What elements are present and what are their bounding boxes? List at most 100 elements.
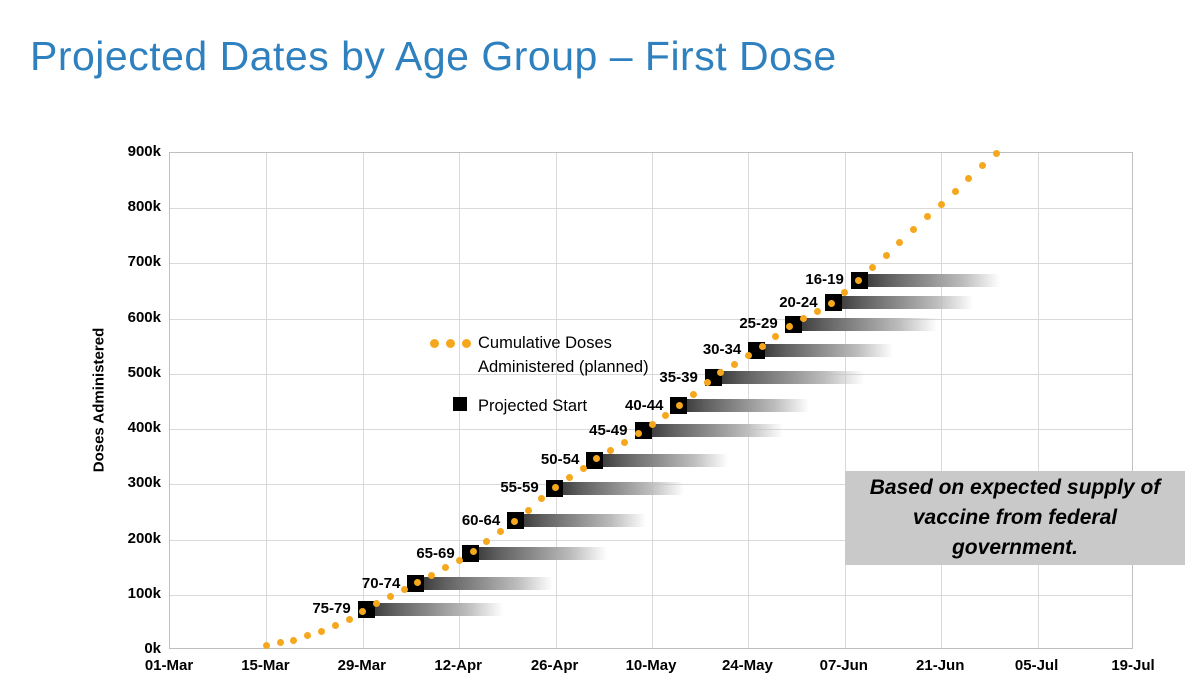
chart-legend: Cumulative Doses Administered (planned) … <box>430 331 658 418</box>
callout-supply-note: Based on expected supply of vaccine from… <box>845 471 1185 565</box>
cumulative-curve-dot <box>662 411 670 419</box>
rollout-duration-bar <box>592 453 729 467</box>
cumulative-curve-dot <box>469 548 477 556</box>
horizontal-gridline <box>170 208 1132 210</box>
cumulative-curve-dot <box>276 639 284 647</box>
cumulative-curve-dot <box>565 474 573 482</box>
rollout-duration-bar <box>552 481 685 495</box>
square-series-icon <box>430 394 478 411</box>
rollout-duration-bar <box>513 514 646 528</box>
age-group-label: 75-79 <box>312 600 351 618</box>
cumulative-curve-dot <box>841 289 849 296</box>
cumulative-curve-dot <box>400 586 408 594</box>
cumulative-curve-dot <box>648 421 656 429</box>
cumulative-curve-dot <box>992 149 1000 157</box>
cumulative-curve-dot <box>979 162 986 170</box>
y-tick-label: 400k <box>127 419 161 437</box>
cumulative-curve-dot <box>813 307 821 315</box>
cumulative-curve-dot <box>304 632 312 640</box>
rollout-duration-bar <box>641 424 784 438</box>
legend-item-cumulative: Cumulative Doses Administered (planned) <box>430 331 658 379</box>
cumulative-curve-dot <box>318 628 325 636</box>
rollout-duration-bar <box>754 343 894 357</box>
cumulative-curve-dot <box>758 342 766 350</box>
cumulative-curve-dot <box>910 226 918 234</box>
cumulative-curve-dot <box>923 213 931 221</box>
age-group-label: 70-74 <box>361 574 401 592</box>
legend-label-cumulative: Cumulative Doses Administered (planned) <box>478 334 649 376</box>
rollout-duration-bar <box>413 577 553 591</box>
cumulative-curve-dot <box>428 571 436 579</box>
cumulative-curve-dot <box>676 401 683 409</box>
cumulative-curve-dot <box>744 351 752 359</box>
rollout-duration-bar <box>857 273 1000 287</box>
y-tick-label: 200k <box>127 529 161 547</box>
rollout-duration-bar <box>364 602 503 616</box>
cumulative-curve-dot <box>524 506 532 514</box>
age-group-label: 50-54 <box>540 451 580 468</box>
vertical-gridline <box>555 153 557 648</box>
cumulative-curve-dot <box>593 455 601 463</box>
x-tick-label: 05-Jul <box>1014 657 1059 674</box>
cumulative-curve-dot <box>359 607 367 615</box>
vertical-gridline <box>362 153 364 648</box>
age-group-label: 25-29 <box>739 315 778 333</box>
age-group-label: 20-24 <box>779 293 818 311</box>
y-tick-label: 300k <box>127 474 161 492</box>
x-tick-label: 15-Mar <box>241 657 290 674</box>
cumulative-curve-dot <box>497 528 504 536</box>
vertical-gridline <box>652 153 653 648</box>
horizontal-gridline <box>170 318 1132 320</box>
age-group-label: 65-69 <box>416 544 455 562</box>
vertical-gridline <box>266 153 268 648</box>
rollout-duration-bar <box>831 296 974 310</box>
x-tick-label: 21-Jun <box>916 657 965 674</box>
y-tick-label: 100k <box>127 584 161 602</box>
cumulative-curve-dot <box>483 538 491 546</box>
cumulative-curve-dot <box>345 615 353 623</box>
cumulative-curve-dot <box>965 175 973 182</box>
cumulative-curve-dot <box>290 636 298 644</box>
x-tick-label: 29-Mar <box>337 657 386 674</box>
plot-area: Cumulative Doses Administered (planned) … <box>169 149 1133 650</box>
cumulative-curve-dot <box>262 642 270 650</box>
cumulative-curve-dot <box>827 300 835 308</box>
age-group-label: 55-59 <box>500 479 539 497</box>
age-group-label: 16-19 <box>805 271 844 288</box>
vertical-gridline <box>941 153 943 648</box>
horizontal-gridline <box>170 594 1132 596</box>
x-tick-label: 07-Jun <box>819 657 868 674</box>
cumulative-curve-dot <box>800 315 807 323</box>
cumulative-curve-dot <box>579 464 587 472</box>
legend-item-projected-start: Projected Start <box>430 394 658 418</box>
cumulative-curve-dot <box>538 495 546 503</box>
age-group-label: 35-39 <box>659 368 698 386</box>
dotted-series-icon <box>430 339 478 348</box>
y-axis-tick-labels: 0k 100k 200k 300k 400k 500k 600k 700k 800k 900k <box>0 143 161 657</box>
y-tick-label: 0k <box>144 640 161 657</box>
x-tick-label: 24-May <box>721 657 773 674</box>
cumulative-curve-dot <box>717 369 725 377</box>
cumulative-curve-dot <box>786 323 794 331</box>
cumulative-curve-dot <box>441 564 449 571</box>
cumulative-curve-dot <box>373 600 381 608</box>
cumulative-curve-dot <box>607 446 615 454</box>
legend-label-projected-start: Projected Start <box>478 397 588 415</box>
cumulative-curve-dot <box>731 360 739 368</box>
y-tick-label: 600k <box>127 308 161 326</box>
rollout-duration-bar <box>711 371 864 385</box>
horizontal-gridline <box>170 373 1132 375</box>
y-tick-label: 900k <box>127 143 161 160</box>
x-tick-label: 12-Apr <box>434 657 482 674</box>
cumulative-curve-dot <box>414 579 422 587</box>
cumulative-curve-dot <box>896 238 904 246</box>
age-group-label: 60-64 <box>461 511 501 529</box>
x-tick-label: 26-Apr <box>530 657 579 674</box>
cumulative-curve-dot <box>937 200 945 208</box>
cumulative-curve-dot <box>510 518 518 526</box>
vertical-gridline <box>1037 153 1039 648</box>
cumulative-curve-dot <box>703 379 711 387</box>
cumulative-curve-dot <box>621 438 628 446</box>
horizontal-gridline <box>170 539 1132 541</box>
cumulative-curve-dot <box>386 593 394 601</box>
